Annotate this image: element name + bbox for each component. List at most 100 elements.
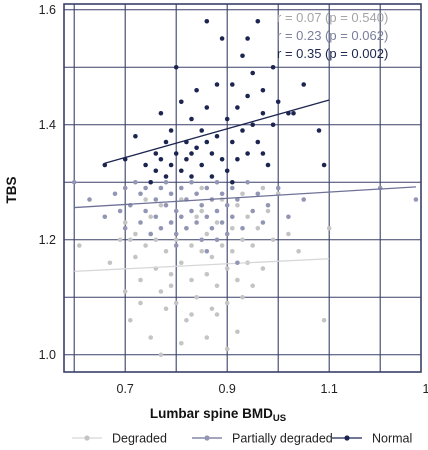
data-point bbox=[204, 185, 210, 191]
data-point bbox=[219, 220, 225, 225]
data-point bbox=[143, 185, 148, 191]
data-point bbox=[240, 294, 245, 300]
data-point bbox=[163, 248, 169, 254]
data-point bbox=[326, 225, 332, 231]
x-tick-label: 1.1 bbox=[321, 382, 338, 396]
annotation-degraded: r = 0.07 (p = 0.540) bbox=[277, 10, 388, 25]
data-point bbox=[245, 179, 250, 185]
data-point bbox=[163, 202, 169, 208]
series-partially-degraded bbox=[71, 179, 419, 266]
data-point bbox=[168, 162, 174, 168]
data-point bbox=[163, 179, 169, 185]
data-point bbox=[204, 335, 210, 340]
data-point bbox=[107, 260, 113, 266]
data-point bbox=[219, 191, 225, 197]
data-point bbox=[184, 317, 189, 323]
data-point bbox=[245, 93, 250, 99]
data-point bbox=[209, 254, 215, 260]
data-point bbox=[189, 277, 194, 283]
data-point bbox=[153, 237, 159, 243]
legend: Degraded Partially degraded Normal bbox=[72, 432, 412, 446]
data-point bbox=[204, 231, 210, 237]
data-point bbox=[194, 294, 199, 300]
data-point bbox=[173, 300, 179, 306]
data-point bbox=[204, 105, 210, 110]
data-point bbox=[163, 139, 169, 145]
data-point bbox=[71, 179, 77, 185]
y-tick-label: 1.4 bbox=[39, 118, 56, 132]
data-point bbox=[189, 208, 194, 214]
data-point bbox=[214, 220, 220, 225]
data-point bbox=[184, 225, 189, 231]
x-axis-title-main: Lumbar spine BMD bbox=[150, 406, 273, 421]
x-axis-title: Lumbar spine BMDUS bbox=[150, 406, 286, 424]
data-point bbox=[143, 243, 148, 248]
data-point bbox=[153, 168, 159, 174]
data-point bbox=[199, 237, 204, 243]
data-point bbox=[204, 271, 210, 277]
data-point bbox=[230, 225, 235, 231]
data-point bbox=[224, 346, 230, 352]
data-point bbox=[224, 168, 230, 174]
data-point bbox=[189, 116, 194, 122]
data-point bbox=[143, 208, 148, 214]
data-point bbox=[321, 162, 327, 168]
data-point bbox=[189, 179, 194, 185]
x-tick-label: 0.9 bbox=[219, 382, 236, 396]
data-point bbox=[204, 139, 210, 145]
data-point bbox=[235, 277, 240, 283]
data-point bbox=[173, 208, 179, 214]
data-point bbox=[250, 243, 255, 248]
data-point bbox=[163, 306, 169, 312]
data-point bbox=[189, 151, 194, 156]
data-point bbox=[179, 185, 184, 191]
data-point bbox=[270, 237, 276, 243]
data-point bbox=[179, 168, 184, 174]
data-point bbox=[148, 179, 153, 185]
data-point bbox=[158, 185, 164, 191]
data-point bbox=[133, 254, 138, 260]
data-point bbox=[275, 99, 281, 105]
data-point bbox=[179, 260, 184, 266]
x-tick-label: 0.7 bbox=[117, 382, 134, 396]
data-point bbox=[224, 231, 230, 237]
data-point bbox=[163, 174, 169, 179]
data-point bbox=[204, 248, 210, 254]
data-point bbox=[138, 277, 143, 283]
data-point bbox=[158, 202, 164, 208]
data-point bbox=[168, 191, 174, 197]
data-point bbox=[230, 82, 235, 87]
legend-label: Degraded bbox=[112, 432, 167, 446]
data-point bbox=[230, 214, 235, 220]
data-point bbox=[230, 248, 235, 254]
data-point bbox=[199, 248, 204, 254]
data-point bbox=[199, 128, 204, 133]
data-point bbox=[122, 225, 128, 231]
data-point bbox=[214, 283, 220, 289]
x-tick-labels: 0.7 0.9 1.1 1.3 bbox=[117, 382, 428, 396]
legend-item: Normal bbox=[332, 432, 412, 446]
data-point bbox=[301, 197, 307, 202]
data-point bbox=[270, 122, 276, 128]
legend-label: Partially degraded bbox=[232, 432, 333, 446]
data-point bbox=[230, 179, 235, 185]
data-point bbox=[260, 110, 266, 116]
data-point bbox=[133, 179, 138, 185]
data-point bbox=[265, 208, 271, 214]
data-point bbox=[240, 128, 245, 133]
x-tick-label: 1.3 bbox=[423, 382, 428, 396]
data-point bbox=[189, 243, 194, 248]
data-point bbox=[194, 87, 199, 93]
data-point bbox=[179, 214, 184, 220]
y-tick-label: 1.0 bbox=[39, 348, 56, 362]
data-point bbox=[240, 225, 245, 231]
data-point bbox=[209, 151, 215, 156]
data-point bbox=[112, 191, 118, 197]
data-point bbox=[209, 174, 215, 179]
data-point bbox=[173, 243, 179, 248]
data-point bbox=[148, 214, 153, 220]
data-point bbox=[199, 208, 204, 214]
data-point bbox=[138, 220, 143, 225]
trend-line bbox=[74, 258, 330, 273]
data-point bbox=[158, 110, 164, 116]
